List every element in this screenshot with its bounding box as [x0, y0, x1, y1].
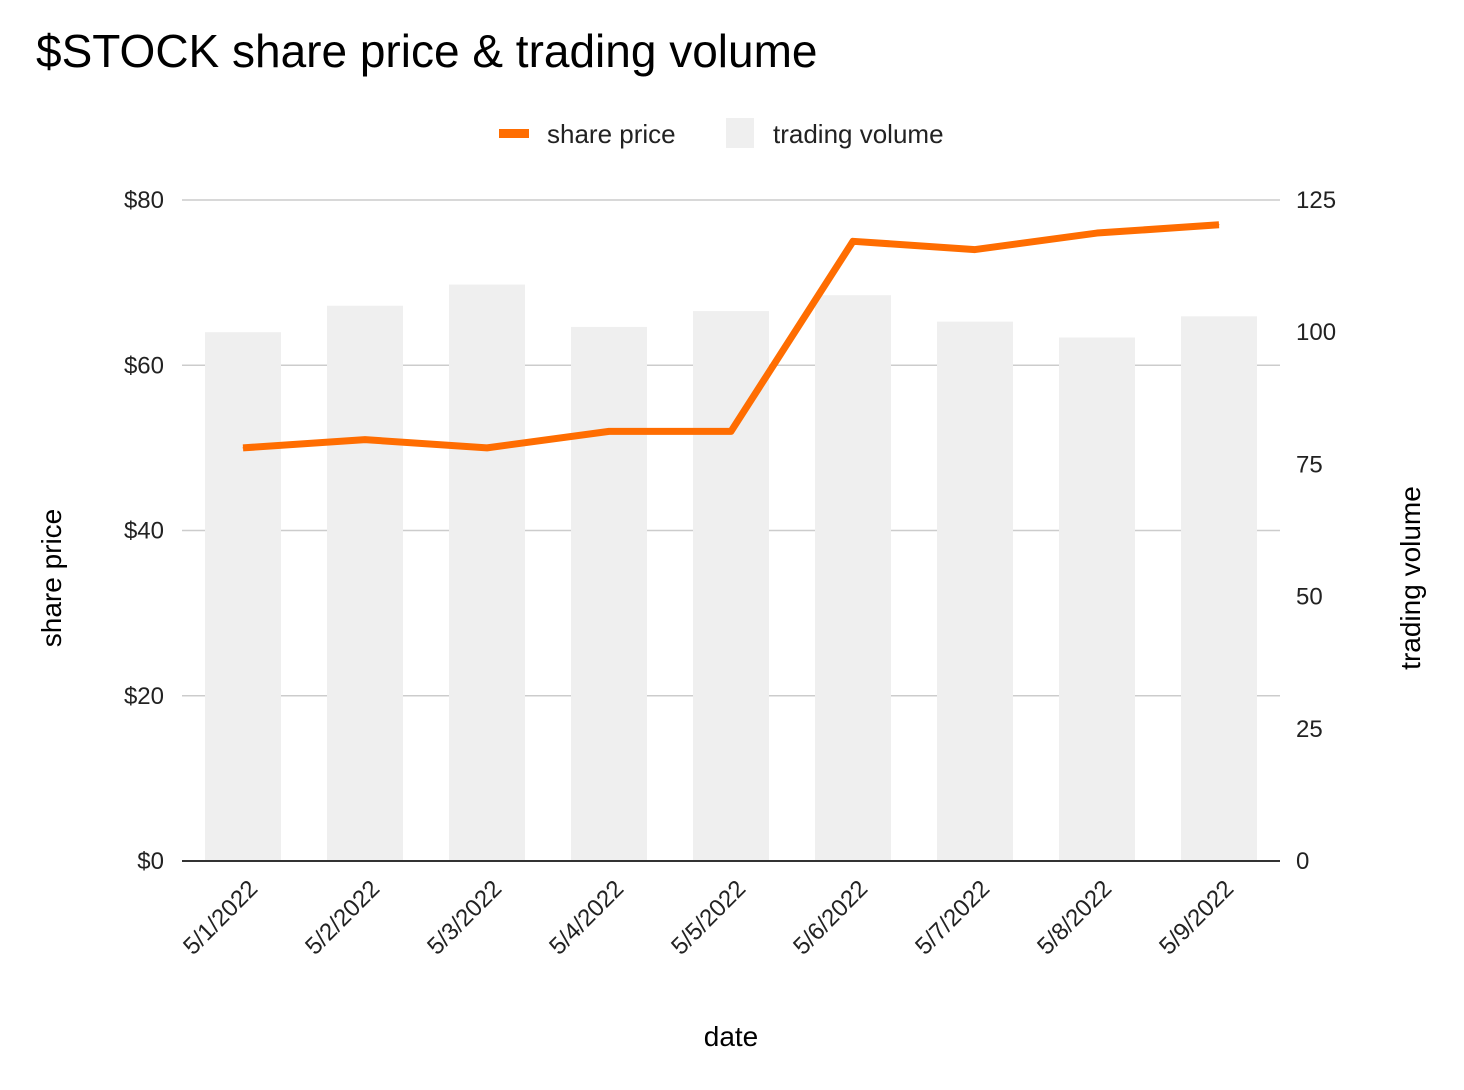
volume-bar [693, 311, 769, 862]
share-price-point [364, 439, 366, 441]
x-tick-label: 5/9/2022 [1154, 875, 1239, 960]
legend-swatch-share-price [499, 129, 529, 138]
volume-bar [815, 295, 891, 862]
share-price-point [1096, 232, 1098, 234]
legend: share price trading volume [499, 118, 944, 149]
share-price-point [730, 430, 732, 432]
x-tick-label: 5/5/2022 [666, 875, 751, 960]
legend-label-share-price: share price [547, 119, 676, 149]
x-tick-label: 5/2/2022 [300, 875, 385, 960]
x-tick-label: 5/3/2022 [422, 875, 507, 960]
y2-tick-label: 50 [1296, 584, 1323, 611]
y2-tick-label: 75 [1296, 451, 1323, 478]
y2-axis-title: trading volume [1395, 486, 1426, 670]
y-tick-label: $40 [124, 518, 164, 545]
share-price-point [608, 430, 610, 432]
volume-bar [327, 305, 403, 861]
price-line-group [242, 221, 1220, 452]
x-tick-label: 5/1/2022 [178, 875, 263, 960]
share-price-point [486, 447, 488, 449]
volume-bar [449, 284, 525, 861]
y2-tick-label: 125 [1296, 187, 1336, 214]
volume-bar [937, 321, 1013, 861]
volume-bar [1181, 316, 1257, 861]
x-tick-label: 5/8/2022 [1032, 875, 1117, 960]
share-price-point [242, 447, 244, 449]
share-price-point [852, 240, 854, 242]
x-tick-label: 5/4/2022 [544, 875, 629, 960]
y2-tick-label: 25 [1296, 716, 1323, 743]
y-tick-label: $80 [124, 187, 164, 214]
x-axis-ticks: 5/1/2022 5/2/2022 5/3/2022 5/4/2022 5/5/2022… [178, 875, 1239, 960]
volume-bar [205, 332, 281, 861]
y-tick-label: $20 [124, 683, 164, 710]
share-price-point [974, 249, 976, 251]
left-axis-ticks: $0 $20 $40 $60 $80 [124, 187, 164, 875]
legend-label-trading-volume: trading volume [773, 119, 944, 149]
y2-tick-label: 100 [1296, 319, 1336, 346]
y-tick-label: $60 [124, 352, 164, 379]
x-tick-label: 5/6/2022 [788, 875, 873, 960]
volume-bar [571, 326, 647, 861]
y-axis-title: share price [36, 509, 67, 648]
legend-swatch-trading-volume [726, 118, 754, 148]
volume-bars [205, 284, 1257, 862]
share-price-point [1218, 224, 1220, 226]
x-axis-title: date [704, 1021, 759, 1052]
x-tick-label: 5/7/2022 [910, 875, 995, 960]
right-axis-ticks: 0 25 50 75 100 125 [1296, 187, 1336, 875]
y2-tick-label: 0 [1296, 848, 1309, 875]
chart-title: $STOCK share price & trading volume [36, 25, 818, 77]
y-tick-label: $0 [137, 848, 164, 875]
volume-bar [1059, 337, 1135, 861]
